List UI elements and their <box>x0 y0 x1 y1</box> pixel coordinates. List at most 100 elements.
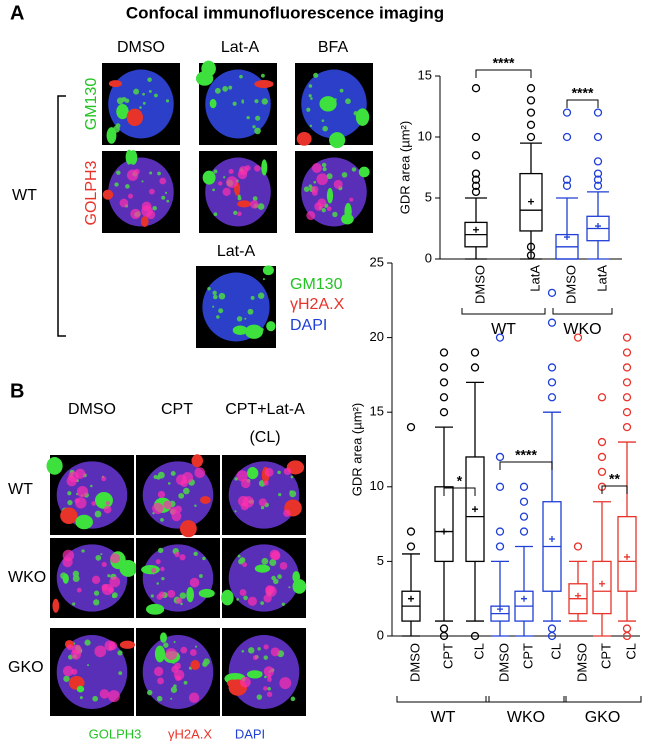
golgi <box>202 170 216 185</box>
outlier <box>593 157 603 166</box>
box <box>617 515 637 592</box>
foci <box>110 553 121 564</box>
outlier <box>593 181 603 190</box>
foci <box>313 180 317 184</box>
significance-label: * <box>457 473 463 489</box>
foci <box>157 171 161 176</box>
foci <box>179 592 187 599</box>
outlier <box>526 84 536 93</box>
foci <box>109 576 121 588</box>
foci <box>254 127 261 135</box>
outlier <box>495 527 505 536</box>
foci <box>236 211 242 217</box>
foci <box>228 168 234 174</box>
foci <box>233 210 238 215</box>
foci <box>90 484 93 488</box>
nucleus <box>205 69 271 139</box>
golgi <box>190 659 200 670</box>
foci <box>306 107 311 112</box>
foci <box>263 686 268 691</box>
foci <box>247 596 258 606</box>
golgi <box>262 265 274 276</box>
column-label: CPT+Lat-A <box>225 401 305 418</box>
golgi <box>146 603 165 615</box>
nucleus <box>56 544 128 612</box>
foci <box>198 574 203 578</box>
outlier <box>593 108 603 117</box>
foci <box>108 690 120 703</box>
foci <box>183 487 190 495</box>
x-tick-label: DMSO <box>574 643 589 682</box>
row-label: GKO <box>8 659 44 676</box>
foci <box>146 210 156 220</box>
x-tick-label: CPT <box>598 643 613 669</box>
foci <box>290 696 296 702</box>
golgi <box>186 586 195 603</box>
foci <box>236 470 248 482</box>
foci <box>243 595 248 601</box>
golgi <box>329 132 346 149</box>
foci <box>202 556 206 561</box>
outlier <box>597 467 607 477</box>
golgi <box>46 457 63 475</box>
golgi <box>209 98 217 109</box>
foci <box>148 188 155 195</box>
foci <box>72 602 76 606</box>
outlier <box>547 378 557 387</box>
foci <box>283 509 291 517</box>
panel-label: B <box>10 380 24 402</box>
foci <box>116 170 121 175</box>
significance-label: **** <box>493 55 515 71</box>
golgi <box>326 187 334 204</box>
outlier <box>471 187 481 197</box>
y-tick-label: 5 <box>377 553 384 568</box>
foci <box>74 498 80 504</box>
mean <box>497 606 503 613</box>
foci <box>155 559 161 565</box>
foci <box>322 167 327 172</box>
foci <box>237 194 241 198</box>
foci <box>157 490 166 499</box>
foci <box>159 177 167 185</box>
foci <box>189 649 197 656</box>
panel-title: Confocal immunofluorescence imaging <box>126 3 444 22</box>
foci <box>170 686 178 693</box>
foci <box>339 88 344 93</box>
outlier <box>622 363 632 372</box>
foci <box>246 115 250 120</box>
golgi <box>126 108 144 127</box>
outlier <box>471 181 481 190</box>
foci <box>126 169 139 181</box>
outlier <box>622 624 632 633</box>
outlier <box>519 482 529 491</box>
foci <box>101 561 107 568</box>
foci <box>139 106 142 109</box>
column-label: BFA <box>318 39 349 56</box>
foci <box>105 501 110 506</box>
legend-entry: GOLPH3 <box>89 726 142 741</box>
outlier <box>573 542 583 551</box>
foci <box>154 93 158 98</box>
golgi <box>94 491 113 509</box>
bracket <box>57 95 66 337</box>
foci <box>108 641 118 650</box>
foci <box>101 476 107 482</box>
foci <box>310 97 313 100</box>
foci <box>103 505 112 514</box>
foci <box>313 72 319 78</box>
foci <box>173 640 176 644</box>
foci <box>76 486 89 498</box>
y-tick-label: 10 <box>370 478 384 493</box>
foci <box>152 502 164 515</box>
foci <box>271 551 281 561</box>
foci <box>157 547 164 554</box>
outlier <box>470 631 480 641</box>
foci <box>236 598 239 601</box>
outlier <box>519 497 529 506</box>
y-tick-label: 15 <box>370 404 384 419</box>
outlier <box>622 393 632 402</box>
golgi <box>247 467 259 480</box>
golgi <box>52 598 60 613</box>
foci <box>111 592 118 599</box>
